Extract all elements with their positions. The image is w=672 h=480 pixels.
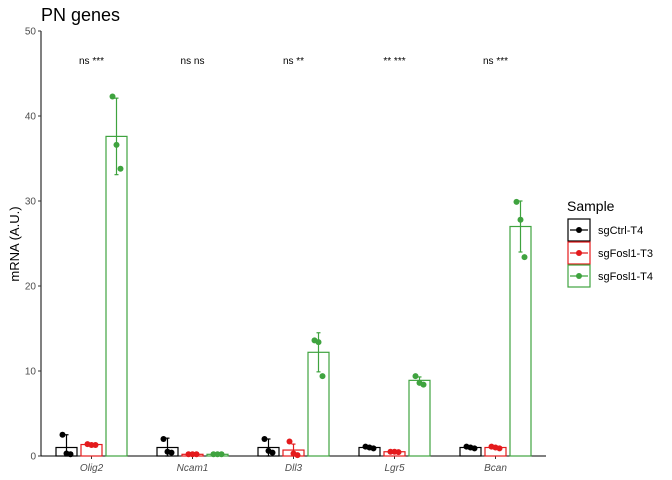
x-tick-label: Bcan (484, 463, 507, 474)
bar (408, 379, 431, 457)
significance-label: ns *** (483, 56, 508, 67)
data-point (59, 431, 66, 438)
data-point (420, 381, 427, 388)
x-tick-label: Lgr5 (384, 463, 404, 474)
legend-key (567, 218, 591, 242)
significance-label: ns *** (79, 56, 104, 67)
data-point (109, 93, 116, 100)
x-tick-label: Ncam1 (177, 463, 209, 474)
error-bars (64, 97, 523, 457)
y-tick-label: 30 (25, 197, 37, 208)
legend-label: sgCtrl-T4 (598, 225, 643, 237)
y-tick-label: 50 (25, 27, 37, 38)
data-point (294, 452, 301, 459)
data-point (168, 449, 175, 456)
data-point (160, 436, 167, 442)
legend-key (567, 241, 591, 265)
legend-key-point (576, 227, 582, 233)
data-point (319, 373, 326, 380)
significance-labels: ns *** ns ns ns ** ** *** ns *** (79, 56, 508, 67)
legend-title: Sample (567, 198, 615, 214)
data-point (193, 451, 200, 458)
data-points (59, 93, 528, 459)
data-point (92, 441, 99, 448)
data-point (412, 373, 419, 380)
y-tick-label: 10 (25, 367, 37, 378)
x-tick-label: Olig2 (80, 463, 104, 474)
y-tick-label: 0 (30, 452, 36, 463)
data-point (370, 445, 377, 452)
significance-label: ** *** (383, 56, 405, 67)
bar (509, 225, 532, 457)
significance-label: ns ns (181, 56, 205, 67)
legend-key-point (576, 273, 582, 279)
data-point (496, 445, 503, 452)
data-point (521, 254, 528, 261)
significance-label: ns ** (283, 56, 304, 67)
legend: Sample sgCtrl-T4 sgFosl1-T3 sgFosl1-T4 (567, 198, 653, 288)
bars (55, 135, 532, 457)
data-point (286, 438, 293, 445)
y-tick-label: 20 (25, 282, 37, 293)
data-point (269, 449, 276, 456)
legend-label: sgFosl1-T3 (598, 248, 653, 260)
y-axis-label: mRNA (A.U.) (7, 206, 22, 281)
data-point (261, 436, 268, 442)
data-point (67, 451, 74, 458)
data-point (218, 451, 225, 458)
chart-title: PN genes (41, 5, 120, 25)
legend-label: sgFosl1-T4 (598, 271, 653, 283)
data-point (117, 165, 124, 172)
axes: 0 10 20 30 40 50 Olig2 Ncam1 Dll3 Lgr5 Bcan (25, 27, 546, 474)
x-tick-label: Dll3 (285, 463, 303, 474)
y-tick-label: 40 (25, 112, 37, 123)
data-point (315, 339, 322, 346)
data-point (471, 445, 478, 452)
legend-key-point (576, 250, 582, 256)
data-point (517, 216, 524, 223)
data-point (113, 141, 120, 148)
data-point (513, 198, 520, 205)
bar (105, 135, 128, 457)
legend-key (567, 264, 591, 288)
data-point (395, 449, 402, 456)
